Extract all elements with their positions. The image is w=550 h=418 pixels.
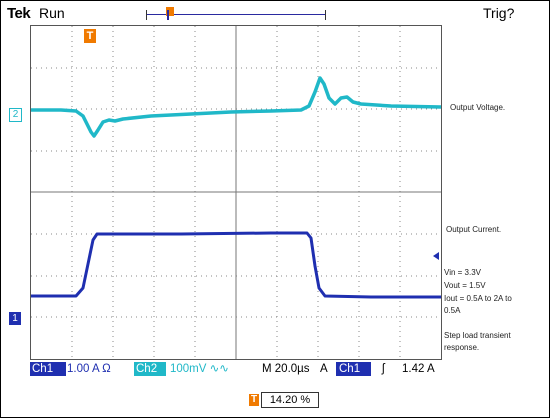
trigger-level-arrow-icon[interactable] xyxy=(433,252,439,260)
record-window-icon xyxy=(167,10,169,20)
waveform-display xyxy=(31,26,441,359)
trigger-level: 1.42 A xyxy=(402,363,435,375)
record-length-bar xyxy=(146,7,326,20)
ch1-badge[interactable]: Ch1 xyxy=(30,362,66,376)
horizontal-trigger-icon: T xyxy=(249,394,259,406)
note-iout-2: 0.5A xyxy=(444,306,461,315)
graticule xyxy=(30,25,442,360)
timebase: M 20.0µs xyxy=(262,363,310,375)
grid-center-axes xyxy=(31,26,441,359)
ch1-scale: 1.00 A Ω xyxy=(67,363,111,375)
record-line xyxy=(147,14,325,15)
ch2-badge[interactable]: Ch2 xyxy=(134,362,166,376)
note-vin: Vin = 3.3V xyxy=(444,268,481,277)
trigger-position-marker[interactable]: T xyxy=(84,29,96,43)
record-trigger-icon xyxy=(166,7,174,16)
trigger-mode: A xyxy=(320,363,328,375)
ch1-ground-marker[interactable]: 1 xyxy=(9,312,21,325)
trigger-slope-icon: ʃ xyxy=(382,363,385,375)
ch2-trace-label: Output Voltage. xyxy=(450,103,506,112)
note-desc-2: response. xyxy=(444,343,480,352)
note-desc-1: Step load transient xyxy=(444,331,511,340)
ch1-trace-label: Output Current. xyxy=(446,225,502,234)
trigger-source-badge[interactable]: Ch1 xyxy=(336,362,371,376)
note-vout: Vout = 1.5V xyxy=(444,281,486,290)
ch2-ground-marker[interactable]: 2 xyxy=(9,108,22,122)
brand-logo: Tek xyxy=(7,5,31,22)
ch1-trace xyxy=(31,231,441,299)
ch2-scale: 100mV ∿∿ xyxy=(170,363,229,375)
trigger-status: Trig? xyxy=(483,5,515,21)
ch2-trace xyxy=(31,76,441,138)
horizontal-position-readout: 14.20 % xyxy=(261,392,319,408)
acquisition-status: Run xyxy=(39,5,65,21)
status-bar: Ch1 1.00 A Ω Ch2 100mV ∿∿ M 20.0µs A Ch1… xyxy=(30,362,442,376)
note-iout-1: Iout = 0.5A to 2A to xyxy=(444,294,512,303)
